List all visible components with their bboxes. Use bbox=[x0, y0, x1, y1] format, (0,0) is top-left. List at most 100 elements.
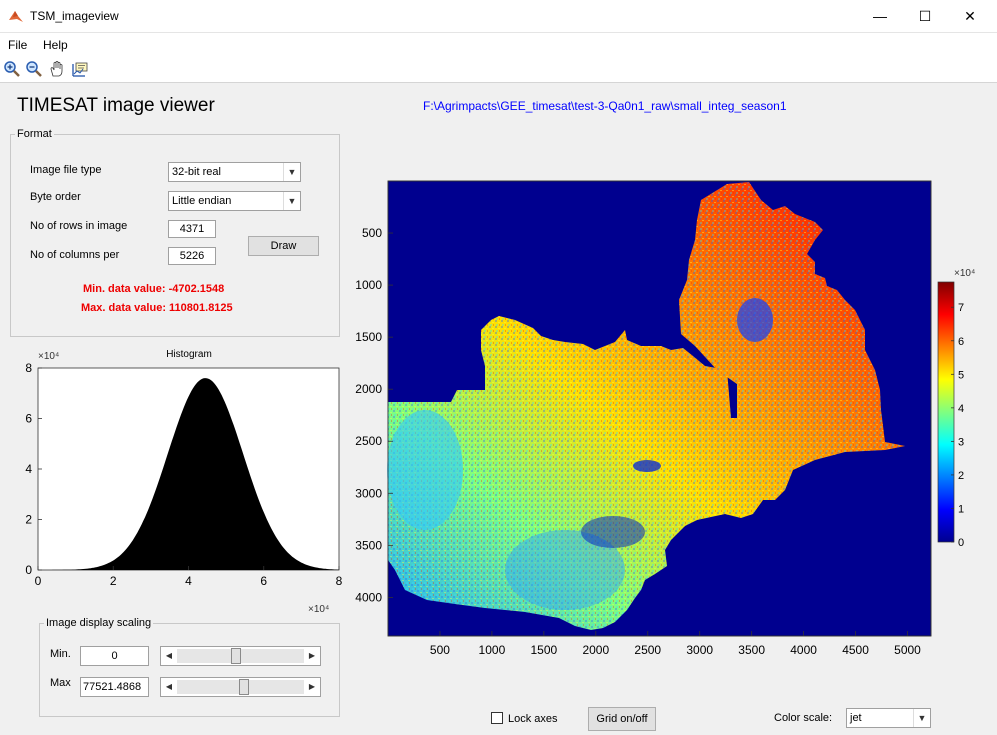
scaling-min-slider[interactable]: ◀ ▶ bbox=[160, 646, 321, 666]
image-y-tick-label: 3500 bbox=[355, 538, 382, 552]
scaling-panel: Image display scaling bbox=[39, 617, 340, 717]
image-y-tick-label: 2000 bbox=[355, 382, 382, 396]
colorbar bbox=[937, 281, 955, 543]
image-x-tick-label: 4500 bbox=[842, 643, 869, 657]
menu-bar bbox=[0, 33, 997, 57]
histogram-x-tick-label: 0 bbox=[35, 574, 42, 588]
histogram-y-tick-label: 0 bbox=[25, 563, 32, 577]
file-path: F:\Agrimpacts\GEE_timesat\test-3-Qa0n1_r… bbox=[423, 99, 787, 113]
image-x-tick-label: 3500 bbox=[738, 643, 765, 657]
raster-lake-center bbox=[633, 460, 661, 472]
histogram-y-tick-label: 4 bbox=[25, 462, 32, 476]
minimize-button[interactable]: — bbox=[873, 8, 887, 24]
app-title: TIMESAT image viewer bbox=[17, 95, 215, 116]
image-file-type-select[interactable]: 32-bit real ▼ bbox=[168, 162, 301, 182]
scaling-max-slider[interactable]: ◀ ▶ bbox=[160, 677, 321, 697]
colorbar-tick-label: 0 bbox=[958, 537, 964, 549]
colorbar-tick-label: 2 bbox=[958, 470, 964, 482]
title-bar[interactable] bbox=[0, 0, 997, 33]
raster-west-cool-zone bbox=[387, 410, 463, 530]
cols-label: No of columns per bbox=[30, 249, 120, 261]
image-plot[interactable]: 500 1000 1500 2000 2500 3000 3500 4000 4500 5000 … bbox=[345, 170, 997, 665]
lock-axes-checkbox[interactable] bbox=[491, 712, 503, 724]
image-y-tick-label: 4000 bbox=[355, 590, 382, 604]
format-panel: Format bbox=[10, 128, 340, 337]
raster-lake-south bbox=[581, 516, 645, 548]
image-y-tick-label: 3000 bbox=[355, 486, 382, 500]
min-data-value: Min. data value: -4702.1548 bbox=[83, 283, 225, 295]
byte-order-label: Byte order bbox=[30, 191, 81, 203]
raster-texture bbox=[388, 182, 905, 630]
grid-toggle-button[interactable]: Grid on/off bbox=[588, 707, 656, 731]
data-cursor-icon[interactable] bbox=[71, 60, 89, 78]
scaling-min-input[interactable]: 0 bbox=[80, 646, 149, 666]
histogram-x-tick-label: 8 bbox=[336, 574, 343, 588]
matlab-icon bbox=[9, 11, 23, 22]
color-scale-select[interactable]: jet ▼ bbox=[846, 708, 931, 728]
scaling-max-label: Max bbox=[50, 677, 71, 689]
image-y-tick-label: 1000 bbox=[355, 278, 382, 292]
histogram-y-tick-label: 8 bbox=[25, 361, 32, 375]
lock-axes-label: Lock axes bbox=[508, 713, 558, 725]
slider-thumb[interactable] bbox=[238, 679, 249, 695]
scaling-legend: Image display scaling bbox=[46, 617, 152, 629]
image-x-tick-label: 1000 bbox=[479, 643, 506, 657]
byte-order-select[interactable]: Little endian ▼ bbox=[168, 191, 301, 211]
histogram-y-exponent: ×10⁴ bbox=[38, 351, 59, 362]
image-y-tick-label: 500 bbox=[362, 226, 382, 240]
zoom-out-icon[interactable] bbox=[25, 60, 43, 78]
colorbar-tick-label: 3 bbox=[958, 436, 964, 448]
scaling-min-label: Min. bbox=[50, 648, 71, 660]
histogram-bars bbox=[38, 378, 339, 570]
format-legend: Format bbox=[17, 128, 52, 140]
image-x-tick-label: 500 bbox=[430, 643, 450, 657]
histogram-x-exponent: ×10⁴ bbox=[308, 604, 329, 615]
histogram-chart: Histogram ×10⁴ 0 2 4 6 8 0 2 4 6 8 ×10⁴ bbox=[25, 349, 343, 615]
histogram-x-tick-label: 2 bbox=[110, 574, 117, 588]
rows-label: No of rows in image bbox=[30, 220, 128, 232]
image-x-tick-label: 3000 bbox=[686, 643, 713, 657]
image-x-tick-label: 4000 bbox=[790, 643, 817, 657]
pan-hand-icon[interactable] bbox=[48, 60, 66, 78]
cols-input[interactable]: 5226 bbox=[168, 247, 216, 265]
image-x-tick-label: 5000 bbox=[894, 643, 921, 657]
menu-file[interactable]: File bbox=[8, 38, 28, 52]
draw-button[interactable]: Draw bbox=[248, 236, 319, 256]
colorbar-tick-label: 1 bbox=[958, 503, 964, 515]
colorbar-tick-label: 6 bbox=[958, 336, 964, 348]
color-scale-label: Color scale: bbox=[774, 712, 833, 724]
window-title: TSM_imageview bbox=[30, 9, 119, 23]
toolbar bbox=[0, 57, 997, 83]
image-y-tick-label: 2500 bbox=[355, 434, 382, 448]
color-scale-value: jet bbox=[850, 712, 862, 724]
slider-left-arrow-icon[interactable]: ◀ bbox=[165, 682, 173, 691]
rows-input[interactable]: 4371 bbox=[168, 220, 216, 238]
image-x-tick-label: 1500 bbox=[531, 643, 558, 657]
slider-thumb[interactable] bbox=[230, 648, 241, 664]
raster-lake-east bbox=[737, 298, 773, 342]
slider-right-arrow-icon[interactable]: ▶ bbox=[308, 682, 316, 691]
image-x-tick-label: 2000 bbox=[582, 643, 609, 657]
chevron-down-icon: ▼ bbox=[283, 192, 300, 210]
histogram-y-tick-label: 2 bbox=[25, 513, 32, 527]
zoom-in-icon[interactable] bbox=[3, 60, 21, 78]
image-frame bbox=[387, 180, 932, 637]
colorbar-tick-label: 4 bbox=[958, 403, 964, 415]
histogram-x-tick-label: 4 bbox=[185, 574, 192, 588]
histogram-y-tick-label: 6 bbox=[25, 412, 32, 426]
image-x-tick-label: 2500 bbox=[634, 643, 661, 657]
maximize-button[interactable]: ☐ bbox=[918, 8, 932, 24]
image-y-tick-label: 1500 bbox=[355, 330, 382, 344]
colorbar-exponent: ×10⁴ bbox=[954, 268, 975, 279]
chevron-down-icon: ▼ bbox=[283, 163, 300, 181]
slider-right-arrow-icon[interactable]: ▶ bbox=[308, 651, 316, 660]
histogram-x-tick-label: 6 bbox=[260, 574, 267, 588]
colorbar-tick-label: 5 bbox=[958, 369, 964, 381]
slider-left-arrow-icon[interactable]: ◀ bbox=[165, 651, 173, 660]
close-button[interactable]: ✕ bbox=[964, 8, 976, 24]
colorbar-tick-label: 7 bbox=[958, 302, 964, 314]
histogram-title: Histogram bbox=[166, 349, 212, 360]
menu-help[interactable]: Help bbox=[43, 38, 68, 52]
scaling-max-input[interactable]: 77521.4868 bbox=[80, 677, 149, 697]
image-file-type-label: Image file type bbox=[30, 164, 102, 176]
